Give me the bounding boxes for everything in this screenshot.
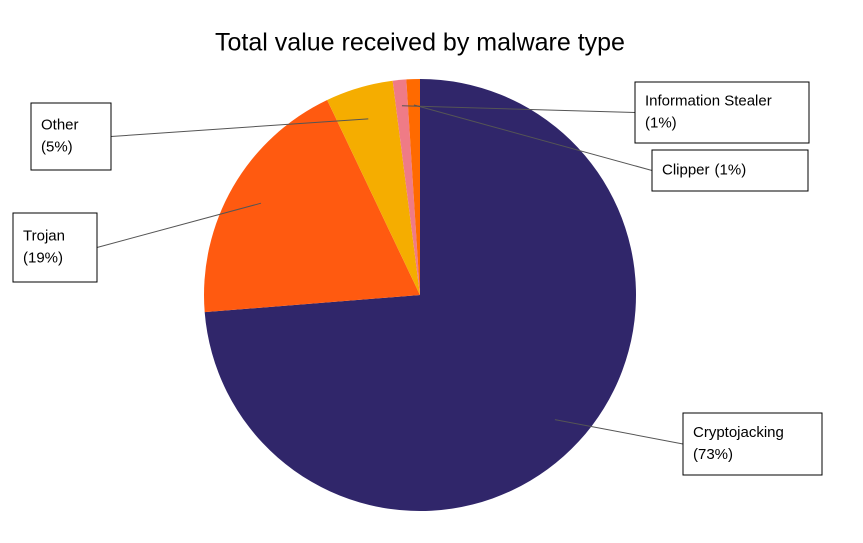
category-label: Clipper [662,161,710,178]
slice-label: Other (5%) [41,116,79,155]
label-box [634,81,810,144]
category-label: Information Stealer [645,92,772,109]
value-label: (19%) [23,249,63,266]
pie-slice [392,79,420,295]
category-label: Cryptojacking [693,424,784,441]
slice-label: Information Stealer (1%) [645,92,772,131]
category-label: Trojan [23,227,65,244]
value-label: (73%) [693,446,733,463]
pie-slice [204,79,636,511]
pie-slice [327,80,420,295]
label-box [12,212,98,283]
pie-slice [204,99,420,313]
label-box [30,102,112,171]
leader-line [413,104,653,171]
value-label: (1%) [645,114,677,131]
leader-line [401,105,636,113]
value-label: (1%) [715,161,747,178]
chart-title: Total value received by malware type [215,29,625,57]
category-label: Other [41,116,79,133]
slice-label: Clipper (1%) [662,161,746,178]
pie-slice [406,79,420,295]
slice-label: Trojan (19%) [23,227,65,266]
leader-line [554,419,684,445]
leader-line [96,202,262,248]
slice-label: Cryptojacking (73%) [693,424,784,463]
label-box [682,412,823,476]
label-box [651,149,809,192]
value-label: (5%) [41,138,73,155]
leader-line [110,118,369,137]
